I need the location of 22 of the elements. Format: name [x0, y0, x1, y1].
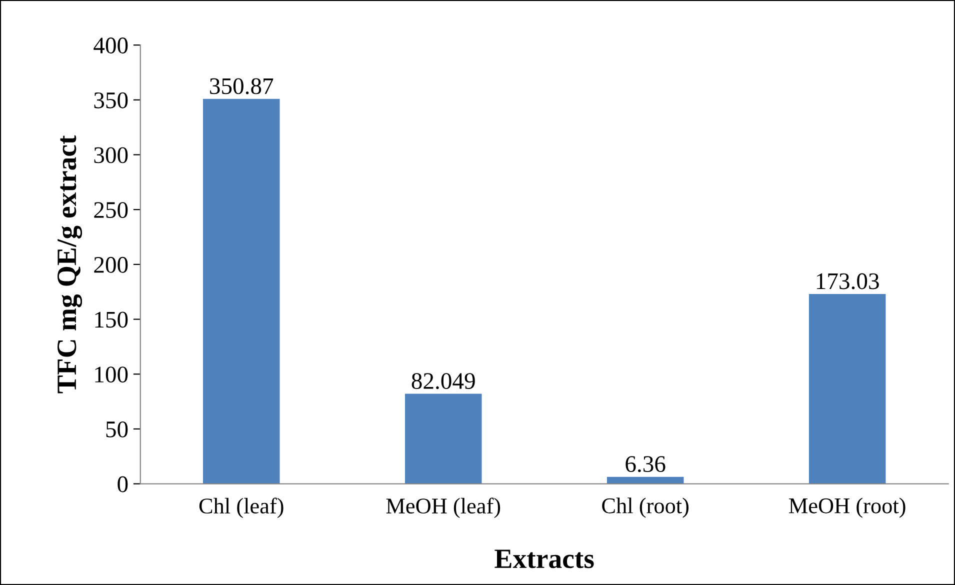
- y-tick-label: 0: [118, 476, 128, 492]
- bar: [404, 394, 482, 484]
- y-tick-label: 100: [95, 366, 128, 383]
- y-tick-label: 150: [95, 312, 128, 328]
- bar: [808, 294, 886, 484]
- data-label: 82.049: [412, 373, 475, 390]
- y-tick-label: 400: [94, 38, 128, 54]
- y-tick-label: 50: [106, 421, 128, 438]
- x-axis-title: Extracts: [494, 550, 594, 568]
- x-tick-label: MeOH (leaf): [386, 498, 500, 518]
- y-tick-label: 300: [94, 147, 128, 164]
- y-axis-title: TFC mg QE/g extract: [58, 135, 82, 394]
- data-label: 6.36: [626, 456, 666, 472]
- y-tick-label: 350: [94, 92, 128, 108]
- bar: [203, 98, 280, 484]
- x-tick-label: Chl (root): [602, 498, 688, 518]
- y-tick-label: 200: [94, 256, 128, 273]
- x-tick-label: Chl (leaf): [199, 498, 284, 518]
- x-tick-label: MeOH (root): [789, 498, 906, 518]
- data-label: 350.87: [210, 78, 274, 94]
- data-label: 173.03: [816, 273, 879, 290]
- y-tick-label: 250: [94, 202, 128, 218]
